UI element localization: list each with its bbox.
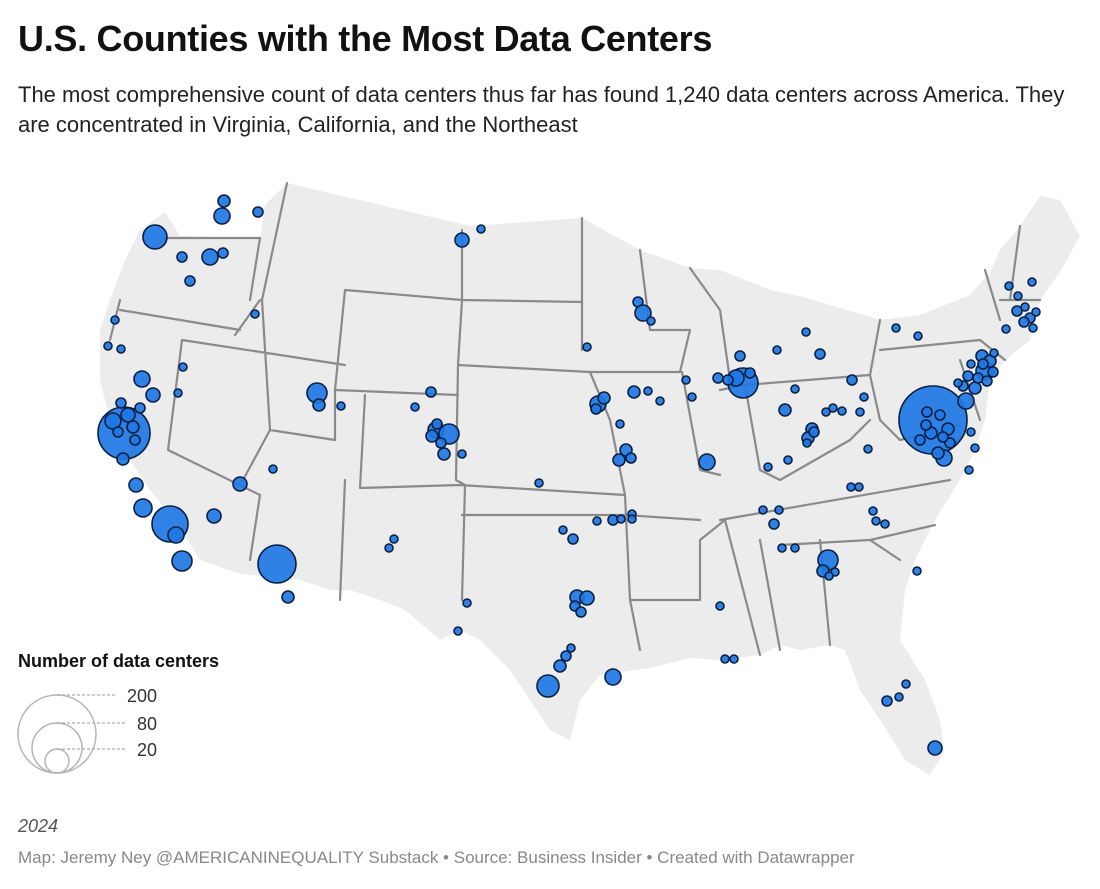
legend-label-80: 80	[137, 714, 157, 734]
legend-label-200: 200	[127, 686, 157, 706]
size-legend: 200 80 20	[17, 686, 157, 774]
bubbles-east	[891, 277, 1041, 475]
us-landmass	[100, 183, 1080, 775]
bubbles-midwest-south	[698, 327, 943, 756]
credits-footer: Map: Jeremy Ney @AMERICANINEQUALITY Subs…	[18, 848, 855, 867]
legend-circle-80	[31, 722, 83, 774]
bubbles-west	[97, 194, 486, 604]
legend-circle-20	[44, 748, 70, 774]
year-label: 2024	[18, 816, 59, 836]
map-subtitle: The most comprehensive count of data cen…	[18, 82, 1065, 137]
us-map	[97, 181, 1080, 775]
legend-title: Number of data centers	[18, 651, 220, 671]
bubbles-central	[384, 296, 697, 698]
map-title: U.S. Counties with the Most Data Centers	[18, 18, 713, 59]
legend-label-20: 20	[137, 740, 157, 760]
legend-circle-200	[17, 694, 97, 774]
